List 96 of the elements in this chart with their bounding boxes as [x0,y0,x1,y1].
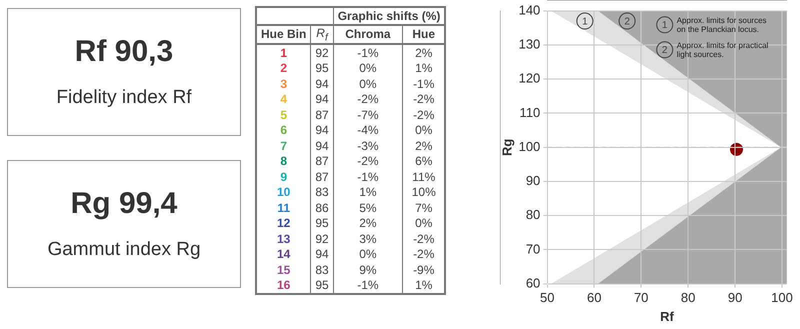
y-tick-label: 80 [526,207,540,222]
data-label: 86 [310,200,334,216]
x-tick-label: 50 [540,290,555,306]
y-tick-label: 120 [518,70,540,86]
x-tick-label: 60 [587,290,602,306]
data-label: 6% [402,153,446,169]
data-label: 94 [310,138,334,154]
x-tick-label: Hue [402,24,446,44]
y-axis-title: Rg [499,138,514,156]
data-label: -2% [333,153,403,169]
annotation: 2 [624,16,630,28]
data-label: 87 [310,168,334,184]
y-tick-label: 7 [256,138,311,154]
data-label: 0% [402,215,446,231]
annotation: 1 [582,16,588,28]
data-label: 3% [333,230,403,246]
annotation: 2 [662,45,668,56]
y-tick-label: 10 [256,184,311,200]
y-tick-label: 16 [256,277,311,294]
data-label: 2% [402,44,446,60]
data-label: 5% [333,200,403,216]
y-tick-label: 14 [256,246,311,262]
y-tick-label: 9 [256,168,311,184]
data-label: 92 [310,230,334,246]
data-label: 0% [402,122,446,138]
data-label: 87 [310,153,334,169]
x-tick-label: 80 [680,290,696,306]
text: Rf 90,3 [74,35,174,69]
y-axis-title: Hue Bin [256,24,311,44]
data-label: 9% [333,262,403,278]
y-tick-label: 140 [518,2,540,18]
y-tick-label: 3 [256,76,311,92]
y-tick-label: 130 [518,36,540,52]
data-label: -3% [333,138,403,154]
data-label: -1% [402,76,446,92]
data-label: -2% [402,91,446,107]
data-label: 95 [310,215,334,231]
x-tick-label: 90 [728,290,742,306]
data-label: -2% [402,246,446,262]
y-tick-label: 8 [256,153,311,169]
data-label: 95 [310,277,334,294]
x-axis-title: Rf [660,308,675,324]
data-label: 2% [402,138,446,154]
y-tick-label: 11 [256,200,311,216]
y-tick-label: 2 [256,60,311,76]
y-tick-label: 1 [256,44,311,60]
y-tick-label: 4 [256,91,311,107]
data-label: 1% [333,184,403,200]
x-tick-label: R$_{f}$ [310,24,334,44]
annotation: Approx. limits for sources on the Planckian locus. [676,16,767,34]
data-label: 92 [310,44,334,60]
data-label: -1% [333,277,403,294]
data-label: 95 [310,60,334,76]
text: Fidelity index Rf [56,87,192,109]
annotation: Approx. limits for practical light sources. [676,41,769,60]
data-label: -2% [333,91,403,107]
data-label: 2% [333,215,403,231]
y-tick-label: 90 [526,173,540,188]
y-tick-label: 60 [526,275,540,290]
x-tick-label: Chroma [333,24,403,44]
data-label: -2% [402,106,446,122]
y-tick-label: 12 [256,215,311,231]
data-label: 94 [310,246,334,262]
y-tick-label: 100 [518,138,540,154]
data-label: 94 [310,91,334,107]
data-label: -2% [402,230,446,246]
y-tick-label: 6 [256,122,311,138]
y-tick-label: 15 [256,262,311,278]
y-tick-label: 70 [526,241,540,256]
data-label: -1% [333,168,403,184]
y-tick-label: 110 [520,104,540,120]
chart-title: Graphic shifts (%) [333,7,446,24]
data-label: -4% [333,122,403,138]
data-label: 7% [402,200,446,216]
data-label: 83 [310,184,334,200]
data-label: 0% [333,60,403,76]
data-label: 11% [402,168,446,184]
data-label: 87 [310,106,334,122]
x-tick-label: 70 [634,290,648,306]
data-label: -9% [402,262,446,278]
data-label: 1% [402,60,446,76]
data-label: 10% [402,184,446,200]
y-tick-label: 5 [256,106,311,122]
data-label: 94 [310,122,334,138]
annotation: 1 [662,20,668,32]
text: Rg 99,4 [70,187,178,221]
data-label: -1% [333,44,403,60]
data-label: 1% [402,277,446,294]
data-label: 0% [333,76,403,92]
y-tick-label: 13 [256,230,311,246]
data-label: 94 [310,76,334,92]
data-label: 0% [333,246,403,262]
x-tick-label: 100 [771,290,793,306]
text: Gammut index Rg [47,239,201,261]
data-label: -7% [333,106,403,122]
data-label: 83 [310,262,334,278]
